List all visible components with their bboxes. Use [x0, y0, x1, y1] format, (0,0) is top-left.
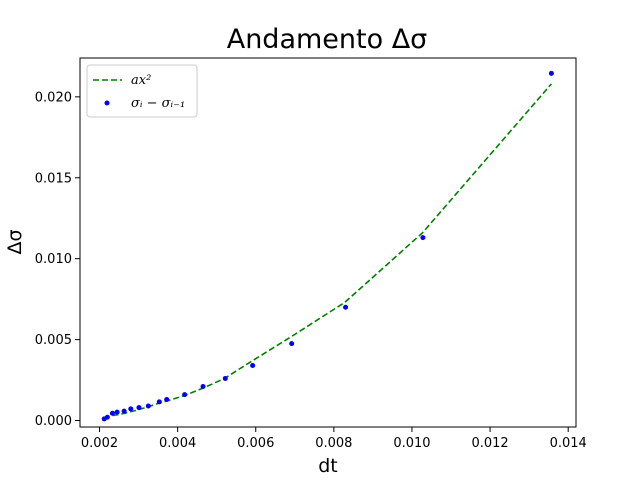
- data-point: [343, 304, 349, 310]
- y-axis-ticks: 0.000 0.005 0.010 0.015 0.020: [35, 90, 80, 429]
- x-tick-label: 0.006: [237, 436, 274, 451]
- y-tick-label: 0.000: [35, 414, 72, 429]
- data-point: [156, 399, 162, 405]
- data-point: [420, 235, 426, 241]
- series-layer: [101, 70, 554, 422]
- legend-entry-data: σᵢ − σᵢ₋₁: [131, 96, 185, 111]
- x-tick-label: 0.014: [550, 436, 587, 451]
- plot-frame: [79, 57, 577, 428]
- x-tick-label: 0.002: [81, 436, 118, 451]
- data-point: [109, 410, 115, 416]
- data-point: [182, 392, 188, 398]
- legend: ax² σᵢ − σᵢ₋₁: [86, 64, 198, 118]
- plot-area: [80, 58, 576, 427]
- x-tick-label: 0.004: [159, 436, 196, 451]
- data-point: [164, 396, 170, 402]
- data-point: [128, 406, 134, 412]
- legend-scatter-swatch: [104, 100, 110, 106]
- y-tick-label: 0.010: [35, 252, 72, 267]
- data-point: [548, 70, 554, 76]
- y-tick-label: 0.005: [35, 333, 72, 348]
- data-point: [145, 403, 151, 409]
- chart-title: Andamento Δσ: [227, 24, 428, 55]
- data-point: [136, 405, 142, 411]
- data-point: [114, 409, 120, 415]
- x-tick-label: 0.008: [315, 436, 352, 451]
- legend-box: [86, 64, 198, 118]
- x-tick-label: 0.012: [471, 436, 508, 451]
- data-point: [104, 414, 110, 420]
- legend-entry-fit: ax²: [131, 73, 151, 88]
- data-point: [250, 363, 256, 368]
- data-point: [289, 341, 295, 347]
- x-axis-label: dt: [318, 455, 338, 477]
- y-tick-label: 0.015: [35, 171, 72, 186]
- data-point: [222, 375, 228, 381]
- data-point: [200, 384, 206, 390]
- x-tick-label: 0.010: [393, 436, 430, 451]
- y-axis-label: Δσ: [4, 229, 26, 254]
- fit-curve: [103, 83, 553, 420]
- x-axis-ticks: 0.002 0.004 0.006 0.008 0.010 0.012 0.014: [81, 427, 587, 451]
- y-tick-label: 0.020: [35, 90, 72, 105]
- data-point: [121, 408, 127, 414]
